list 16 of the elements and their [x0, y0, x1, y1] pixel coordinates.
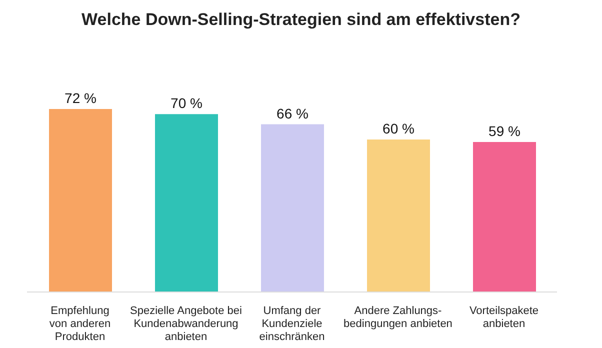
x-tick-label: Spezielle Angebote bei Kundenabwanderung anbieten — [130, 305, 242, 343]
bar — [261, 124, 324, 292]
data-label: 70 % — [170, 95, 202, 112]
data-label: 66 % — [276, 105, 308, 122]
x-tick-label: Umfang der Kundenziele einschränken — [259, 305, 325, 343]
data-label: 60 % — [382, 120, 414, 136]
x-tick-label: Empfehlung von anderen Produkten — [49, 305, 111, 343]
chart-title: Welche Down-Selling-Strategien sind am effektivsten? — [80, 10, 522, 30]
bar — [49, 109, 112, 292]
bar — [367, 140, 430, 292]
x-tick-label: Vorteilspakete anbieten — [469, 305, 539, 330]
bar — [473, 142, 536, 292]
x-tick-label: Andere Zahlungs- bedingungen anbieten — [344, 305, 452, 330]
data-label: 59 % — [488, 123, 520, 140]
data-label: 72 % — [64, 90, 96, 106]
bar — [155, 114, 218, 292]
